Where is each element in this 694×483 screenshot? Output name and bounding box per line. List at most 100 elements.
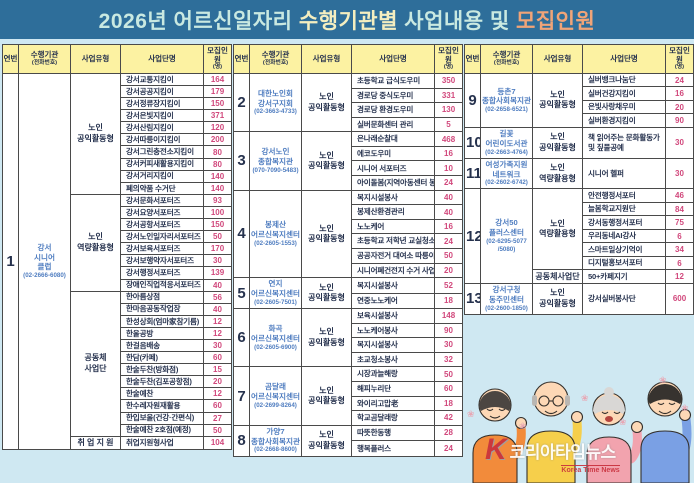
- table-row: 학교곰달래랑 42: [234, 410, 463, 426]
- recruit-count-cell: 148: [434, 308, 463, 324]
- col-header-type: 사업유형: [70, 44, 121, 74]
- business-type-cell: 노인 역량활용형: [532, 157, 583, 190]
- project-name-cell: 강서정류장지킴이: [120, 97, 204, 111]
- project-name-cell: 시니어 서포터즈: [351, 160, 435, 177]
- recruit-count-cell: 40: [434, 189, 463, 206]
- col-header-count: 모집인원 (명): [203, 44, 232, 74]
- project-name-cell: 우리동네AI강사: [582, 228, 666, 244]
- institution-phone: (02-2605-7501): [254, 298, 297, 306]
- recruit-count-cell: 60: [203, 399, 232, 413]
- col-header-count: 모집인원 (명): [434, 44, 463, 74]
- header-row: 연번 수행기관 (전화번호) 사업유형 사업단명 모집인원 (명): [2, 44, 232, 74]
- table-row: 6 화곡 어르신복지센터 (02-2605-6900) 노인 공익활동형 보육시설봉사 148: [233, 307, 463, 368]
- table-row: 11 여성가족지원 네트워크 (02-2602-6742) 노인 역량활용형 시니어 헬퍼 3…: [464, 157, 694, 190]
- recruit-count-cell: 28: [434, 424, 463, 442]
- project-name-cell: 복지시설봉사: [351, 189, 435, 206]
- institution-cell: 등촌7 종합사회복지관 (02-2658-6521): [480, 72, 533, 128]
- recruit-count-cell: 84: [665, 201, 694, 217]
- institution-cell: 봉제산 어르신복지센터 (02-2605-1553): [249, 189, 302, 279]
- institution-cell: 가양7 종합사회복지관 (02-2668-8600): [249, 424, 302, 457]
- institution-cell: 강서 시니어 클럽 (02-2666-6080): [18, 72, 71, 451]
- project-name-cell: 강서실버봉사단: [582, 282, 666, 315]
- flower-decoration: ❀: [681, 403, 689, 413]
- project-name-cell: 폐의약품 수거단: [120, 181, 204, 195]
- business-type-cell: 노인 공익활동형: [532, 72, 583, 128]
- project-name-cell: 강서교통지킴이: [120, 72, 204, 87]
- row-number-cell: 1: [2, 72, 19, 451]
- project-name-cell: 한걸음배송: [120, 338, 204, 353]
- recruit-count-cell: 179: [203, 84, 232, 99]
- project-name-cell: 경로당 환경도우미: [351, 102, 435, 118]
- project-name-cell: 은빛사랑채우미: [582, 99, 666, 115]
- project-name-cell: 한수레자원재활용: [120, 399, 204, 413]
- institution-phone: (02-2663-4764): [485, 148, 528, 156]
- table-row: 강서요양서포터즈 100: [3, 205, 232, 220]
- table-row: 5 연지 어르신복지센터 (02-2605-7501) 노인 공익활동형 복지시설봉사 52: [233, 277, 463, 309]
- institution-cell: 강서50 플러스센터 (02-6295-5077/5080): [480, 188, 533, 284]
- project-name-cell: 초등학교 급식도우미: [351, 72, 435, 89]
- project-name-cell: 강서거리지킴이: [120, 169, 204, 183]
- recruit-count-cell: 32: [434, 351, 463, 368]
- table-row: 강서노인일자리서포터즈 50: [3, 230, 232, 244]
- row-number-cell: 6: [233, 307, 250, 368]
- row-number-cell: 13: [464, 282, 481, 315]
- recruit-count-cell: 6: [665, 255, 694, 271]
- header-row: 연번 수행기관 (전화번호) 사업유형 사업단명 모집인원 (명): [464, 44, 694, 74]
- col-header-type: 사업유형: [532, 44, 583, 74]
- table-row: 강서거리지킴이 140: [3, 169, 232, 183]
- recruit-count-cell: 600: [665, 282, 694, 315]
- recruit-count-cell: 18: [434, 292, 463, 310]
- institution-cell: 연지 어르신복지센터 (02-2605-7501): [249, 277, 302, 309]
- recruit-count-cell: 50: [434, 248, 463, 264]
- col-header-num: 연번: [2, 44, 19, 74]
- project-name-cell: 한마음공동작업장: [120, 302, 204, 316]
- table-row: 연중노노케어 18: [234, 292, 463, 310]
- table-header-row: 연번 수행기관 (전화번호) 사업유형 사업단명 모집인원 (명): [2, 44, 232, 74]
- institution-phone: /5080): [497, 246, 516, 254]
- elderly-group-illustration: [472, 381, 692, 483]
- project-name-cell: 강서은빛지킴이: [120, 109, 204, 123]
- recruit-count-cell: 200: [203, 133, 232, 147]
- project-name-cell: 와이리고맙老: [351, 395, 435, 412]
- recruit-count-cell: 90: [665, 113, 694, 128]
- recruit-count-cell: 10: [434, 160, 463, 177]
- flower-decoration: ❀: [467, 409, 475, 419]
- table-row: 초교청소봉사 32: [234, 351, 463, 368]
- institution-cell: 대한노인회 강서구지회 (02-3663-4733): [249, 72, 302, 133]
- recruit-count-cell: 100: [203, 205, 232, 220]
- recruit-count-cell: 20: [434, 262, 463, 279]
- institution-phone: (02-2605-6900): [254, 343, 297, 351]
- project-name-cell: 강서행정서포터즈: [120, 266, 204, 280]
- project-name-cell: 취업지원형사업: [120, 435, 204, 451]
- project-name-cell: 한술예찬 2호점(예정): [120, 423, 204, 437]
- project-name-cell: 시니어폐건전지 수거 사업: [351, 262, 435, 279]
- table-row: 강서동행정서포터 75: [465, 215, 694, 230]
- title-part-3: 사업내용 및: [404, 9, 517, 33]
- project-name-cell: 강서공공지킴이: [120, 84, 204, 99]
- project-name-cell: 실버건강지킴이: [582, 86, 666, 101]
- table-row: 7 곰달래 어르신복지센터 (02-2699-8264) 노인 공익활동형 시장과늘해랑 50: [233, 366, 463, 426]
- recruit-count-cell: 12: [665, 269, 694, 284]
- project-name-cell: 한술예찬: [120, 387, 204, 401]
- business-type-cell: 노인 공익활동형: [301, 366, 352, 426]
- institution-cell: 강서노인 종합복지관 (070-7090-5483): [249, 131, 302, 191]
- institution-phone: (02-2666-6080): [23, 272, 66, 280]
- project-name-cell: 강서커피새활용지킴이: [120, 157, 204, 171]
- project-name-cell: 시니어 헬퍼: [582, 157, 666, 190]
- row-number-cell: 8: [233, 424, 250, 457]
- project-name-cell: 강서산림지킴이: [120, 121, 204, 135]
- recruit-count-cell: 50: [203, 230, 232, 244]
- project-name-cell: 50+카페지기: [582, 269, 666, 284]
- recruit-count-cell: 40: [203, 278, 232, 292]
- table-row: 초등학교 저학년 교실청소 24: [234, 233, 463, 250]
- recruit-count-cell: 20: [203, 375, 232, 389]
- header-row: 연번 수행기관 (전화번호) 사업유형 사업단명 모집인원 (명): [233, 44, 463, 74]
- recruit-count-cell: 16: [434, 218, 463, 235]
- project-name-cell: 안전행정서포터: [582, 188, 666, 203]
- table-row: 3 강서노인 종합복지관 (070-7090-5483) 노인 공익활동형 은나래순찰대 46…: [233, 131, 463, 191]
- row-number-cell: 7: [233, 366, 250, 426]
- recruit-count-cell: 164: [203, 72, 232, 87]
- table-row: 에코도우미 16: [234, 145, 463, 162]
- recruit-count-cell: 24: [434, 175, 463, 191]
